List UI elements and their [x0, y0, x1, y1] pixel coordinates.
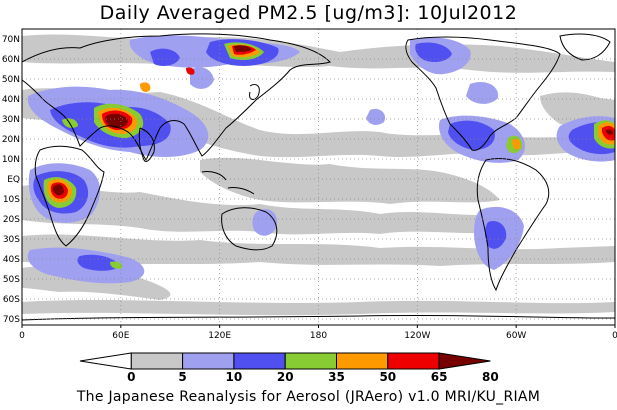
colorbar-label: 65: [431, 370, 448, 384]
colorbar-segment: [233, 352, 286, 370]
colorbar-lower-arrow: [79, 352, 132, 370]
colorbar-label: 35: [328, 370, 345, 384]
lat-label: 60S: [3, 295, 20, 305]
lat-label: 40N: [2, 95, 20, 105]
grid-lines: [22, 29, 615, 325]
lat-label: 50S: [3, 275, 20, 285]
colorbar: 0 5 10 20 35 50 65 80: [79, 352, 499, 384]
lat-label: 50N: [2, 75, 20, 85]
lat-label: 70S: [3, 315, 20, 325]
colorbar-label: 5: [178, 370, 186, 384]
lon-label: 120E: [208, 331, 231, 341]
lat-label: 30S: [3, 235, 20, 245]
colorbar-segment: [182, 352, 235, 370]
colorbar-segment: [387, 352, 440, 370]
lat-label: 30N: [2, 115, 20, 125]
lon-label: 180: [310, 331, 327, 341]
lon-label: 0: [19, 331, 25, 341]
lon-label: 60W: [506, 331, 526, 341]
lon-label: 0: [612, 331, 617, 341]
lon-labels: 0 60E 120E 180 120W 60W 0: [19, 325, 617, 341]
colorbar-segment: [130, 352, 184, 370]
lat-label: 20N: [2, 135, 20, 145]
lat-label: EQ: [7, 175, 20, 185]
lat-label: 60N: [2, 55, 20, 65]
colorbar-label: 20: [277, 370, 294, 384]
lat-label: 20S: [3, 215, 20, 225]
colorbar-segment: [336, 352, 389, 370]
coastlines: [22, 33, 615, 321]
lon-label: 120W: [404, 331, 430, 341]
lat-label: 70N: [2, 35, 20, 45]
colorbar-label: 50: [379, 370, 396, 384]
colorbar-segment: [284, 352, 338, 370]
lon-label: 60E: [112, 331, 129, 341]
colorbar-label: 10: [226, 370, 243, 384]
map-title: Daily Averaged PM2.5 [ug/m3]: 10Jul2012: [99, 2, 518, 24]
colorbar-label: 80: [482, 370, 499, 384]
lat-label: 40S: [3, 255, 20, 265]
footer-caption: The Japanese Reanalysis for Aerosol (JRA…: [76, 389, 541, 405]
lat-label: 10N: [2, 155, 20, 165]
lat-labels: 70N 60N 50N 40N 30N 20N 10N EQ 10S 20S 30S 40S 50S 60…: [2, 35, 20, 325]
lat-label: 10S: [3, 195, 20, 205]
colorbar-upper-arrow: [438, 352, 491, 370]
colorbar-label: 0: [127, 370, 135, 384]
